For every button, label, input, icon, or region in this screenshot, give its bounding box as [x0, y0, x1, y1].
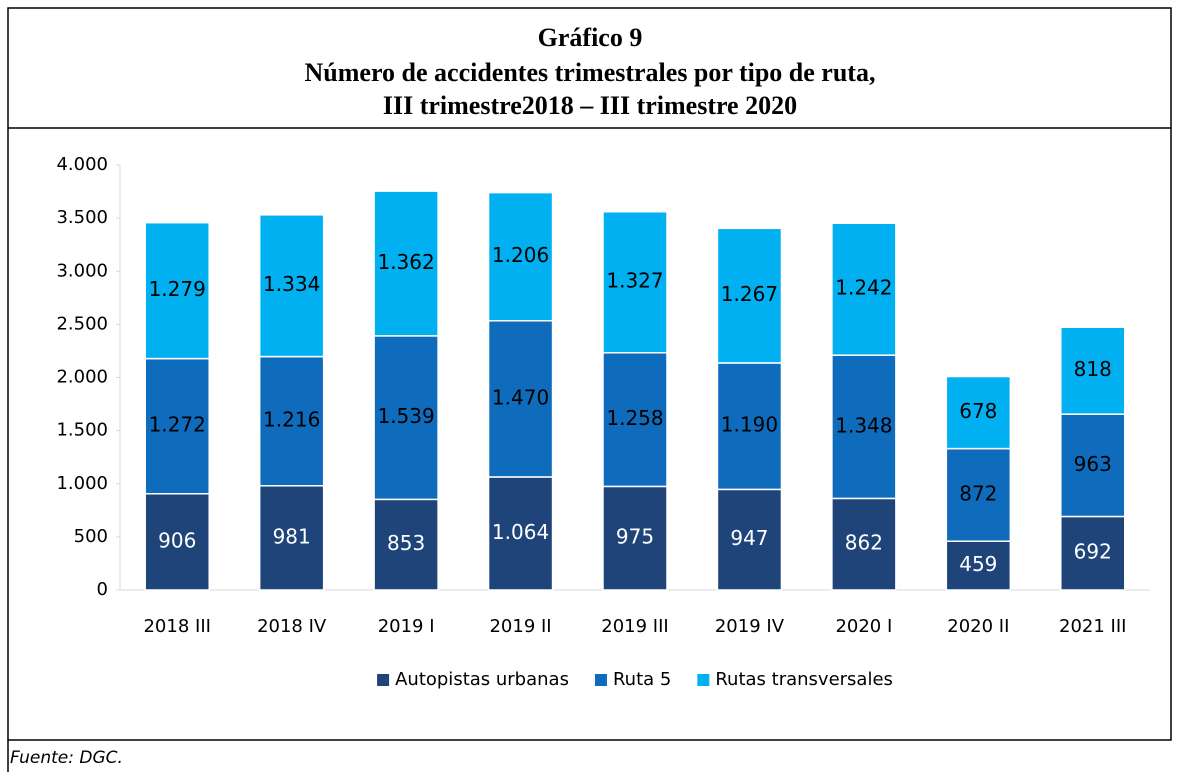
x-tick-label: 2019 IV	[715, 616, 785, 637]
data-label: 1.206	[492, 243, 549, 267]
data-label: 1.348	[835, 413, 892, 437]
bar-segment	[258, 355, 325, 487]
data-label: 1.334	[263, 272, 320, 296]
bar-segment	[373, 498, 439, 591]
bar-segment	[831, 222, 897, 356]
data-label: 1.362	[377, 250, 434, 274]
legend-label: Ruta 5	[613, 669, 671, 690]
chart-title: Gráfico 9	[538, 23, 643, 52]
y-tick-label: 3.500	[56, 207, 108, 228]
x-tick-label: 2018 IV	[257, 616, 327, 637]
data-label: 1.539	[377, 404, 434, 428]
bar-segment	[487, 320, 554, 478]
y-tick-label: 1.500	[56, 420, 108, 441]
data-label: 1.190	[721, 413, 778, 437]
x-tick-label: 2020 I	[835, 616, 892, 637]
bar-segment	[945, 375, 1012, 450]
legend-label: Autopistas urbanas	[395, 669, 569, 690]
data-label: 872	[959, 481, 997, 505]
frame	[7, 7, 1172, 741]
bar-segment	[487, 476, 554, 591]
bar-segment	[144, 492, 210, 591]
bar-segment	[373, 335, 439, 501]
data-label: 1.279	[149, 277, 206, 301]
data-label: 459	[959, 552, 997, 576]
data-label: 963	[1074, 452, 1112, 476]
source: Fuente: DGC.	[10, 748, 123, 768]
data-label: 981	[273, 524, 311, 548]
data-label: 906	[158, 528, 196, 552]
data-label: 1.242	[835, 276, 892, 300]
bar-segment	[831, 497, 897, 591]
data-label: 862	[845, 531, 883, 555]
x-tick-label: 2019 I	[378, 616, 435, 637]
bar-segment	[487, 191, 554, 322]
bar-segment	[602, 211, 668, 354]
x-tick-label: 2019 III	[601, 616, 668, 637]
bar-segment	[716, 488, 783, 591]
bar-segment	[1060, 326, 1126, 415]
chart-subtitle: III trimestre2018 – III trimestre 2020	[383, 91, 797, 120]
bar-segment	[258, 485, 325, 591]
bar-segment	[716, 227, 783, 364]
bar-segment	[144, 357, 210, 495]
data-label: 1.267	[721, 282, 778, 306]
bar-segment	[1060, 515, 1126, 591]
y-tick-label: 1.000	[56, 473, 108, 494]
data-label: 1.064	[492, 520, 549, 544]
data-label: 947	[730, 526, 768, 550]
y-tick-label: 0	[97, 579, 108, 600]
data-label: 818	[1074, 357, 1112, 381]
y-tick-label: 500	[74, 526, 108, 547]
data-label: 975	[616, 525, 654, 549]
y-tick-label: 2.000	[56, 367, 108, 388]
chart-subtitle: Número de accidentes trimestrales por ti…	[305, 58, 876, 87]
data-label: 692	[1074, 540, 1112, 564]
bar-segment	[258, 214, 325, 358]
bar-segment	[945, 540, 1012, 591]
data-label: 1.216	[263, 408, 320, 432]
legend-swatch	[594, 674, 607, 686]
y-tick-label: 3.000	[56, 260, 108, 281]
data-label: 1.470	[492, 385, 549, 409]
legend-swatch	[697, 674, 710, 686]
x-tick-label: 2020 II	[947, 616, 1009, 637]
y-tick-label: 4.000	[56, 154, 108, 175]
data-label: 1.258	[606, 406, 663, 430]
y-tick-label: 2.500	[56, 313, 108, 334]
x-tick-label: 2018 III	[143, 616, 210, 637]
bar-segment	[144, 221, 210, 360]
x-tick-label: 2019 II	[489, 616, 551, 637]
x-tick-label: 2021 III	[1059, 616, 1126, 637]
data-label: 1.272	[149, 413, 206, 437]
bar-segment	[373, 190, 439, 337]
legend-label: Rutas transversales	[715, 669, 893, 690]
data-label: 853	[387, 531, 425, 555]
legend-swatch	[377, 674, 390, 686]
bar-segment	[1060, 413, 1126, 518]
data-label: 1.327	[606, 269, 663, 293]
data-label: 678	[959, 399, 997, 423]
